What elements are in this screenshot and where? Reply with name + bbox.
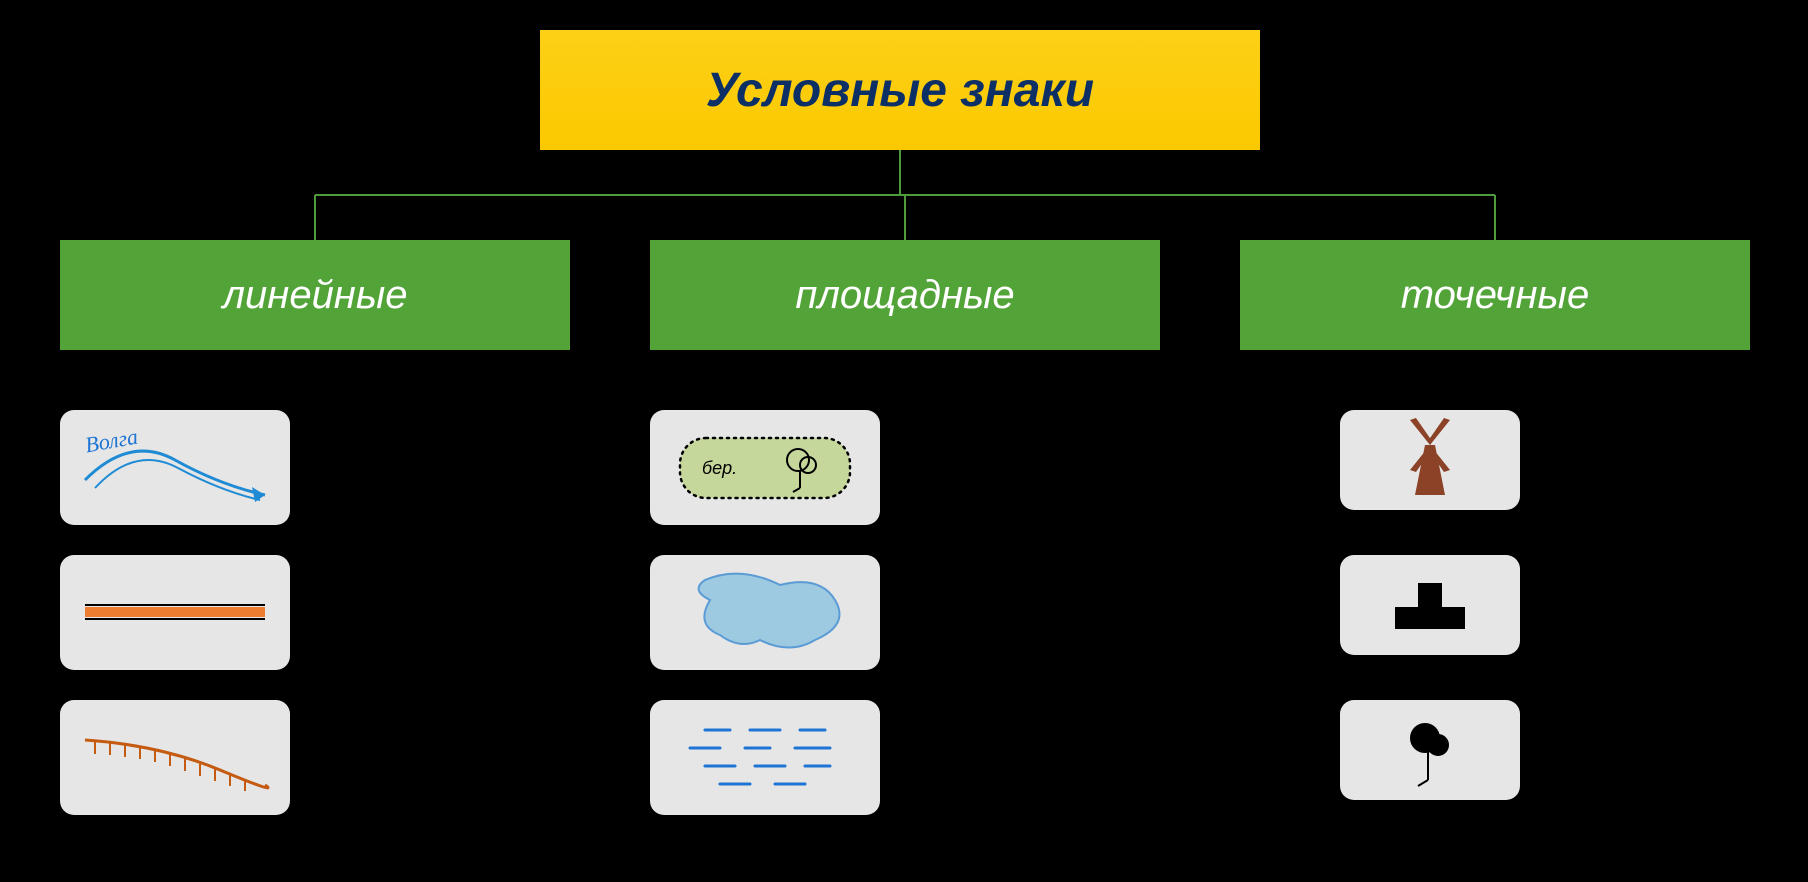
card-windmill xyxy=(1340,410,1520,510)
card-forest: бер. xyxy=(650,410,880,525)
category-area: площадные xyxy=(650,240,1160,350)
card-swamp xyxy=(650,700,880,815)
diagram-title: Условные знаки xyxy=(540,30,1260,150)
building-icon xyxy=(1340,555,1520,655)
card-embankment xyxy=(60,700,290,815)
lake-icon xyxy=(650,555,880,670)
river-icon xyxy=(60,410,290,525)
forest-label: бер. xyxy=(702,458,737,479)
windmill-icon xyxy=(1340,410,1520,510)
diagram-title-text: Условные знаки xyxy=(706,63,1094,118)
embankment-icon xyxy=(60,700,290,815)
card-road xyxy=(60,555,290,670)
category-linear: линейные xyxy=(60,240,570,350)
road-icon xyxy=(60,555,290,670)
swamp-icon xyxy=(650,700,880,815)
tree-icon xyxy=(1340,700,1520,800)
card-river: Волга xyxy=(60,410,290,525)
card-tree xyxy=(1340,700,1520,800)
category-linear-label: линейные xyxy=(223,273,408,318)
card-lake xyxy=(650,555,880,670)
card-building xyxy=(1340,555,1520,655)
category-point: точечные xyxy=(1240,240,1750,350)
forest-icon xyxy=(650,410,880,525)
category-point-label: точечные xyxy=(1401,273,1589,318)
category-area-label: площадные xyxy=(795,273,1014,318)
